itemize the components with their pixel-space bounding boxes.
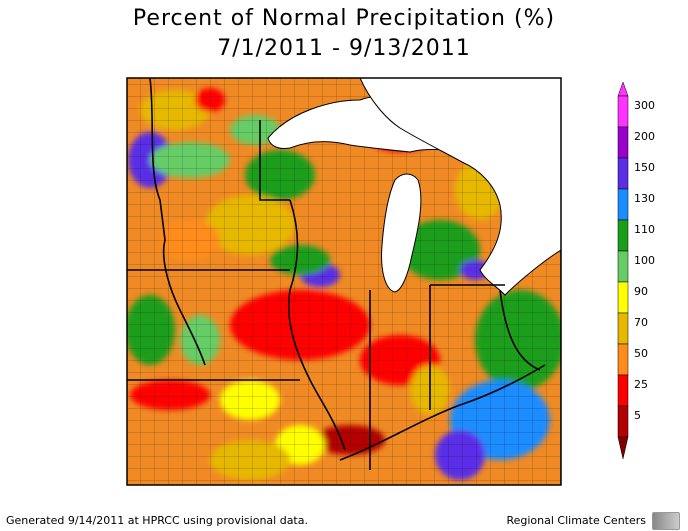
legend-swatch <box>617 374 629 407</box>
rcc-credit: Regional Climate Centers <box>506 514 646 527</box>
generated-note: Generated 9/14/2011 at HPRCC using provi… <box>6 514 308 527</box>
legend-colorbar <box>617 81 629 460</box>
legend-top-arrow <box>617 81 629 97</box>
legend-label: 110 <box>634 223 655 236</box>
map-title: Percent of Normal Precipitation (%) <box>132 6 556 31</box>
legend-label: 200 <box>634 130 655 143</box>
legend-label: 100 <box>634 254 655 267</box>
rcc-logo-icon <box>652 512 680 530</box>
legend-swatch <box>617 219 629 252</box>
date-range: 7/1/2011 - 9/13/2011 <box>217 36 471 61</box>
legend-label: 90 <box>634 285 648 298</box>
legend-label: 300 <box>634 99 655 112</box>
legend-bottom-arrow <box>617 436 629 460</box>
map-frame <box>126 77 562 486</box>
lake-huron-canada <box>359 78 561 296</box>
legend-swatch <box>617 343 629 376</box>
legend-swatch <box>617 157 629 190</box>
legend-swatch <box>617 250 629 283</box>
legend-swatch <box>617 312 629 345</box>
legend-label: 25 <box>634 378 648 391</box>
legend-swatch <box>617 405 629 438</box>
legend-label: 130 <box>634 192 655 205</box>
legend-label: 70 <box>634 316 648 329</box>
legend-label: 150 <box>634 161 655 174</box>
legend-swatch <box>617 188 629 221</box>
map-area <box>127 78 561 485</box>
legend-label: 5 <box>634 409 641 422</box>
legend-swatch <box>617 95 629 128</box>
legend-swatch <box>617 281 629 314</box>
legend-swatch <box>617 126 629 159</box>
state-borders <box>127 78 546 470</box>
lake-michigan <box>381 173 422 293</box>
legend-label: 50 <box>634 347 648 360</box>
